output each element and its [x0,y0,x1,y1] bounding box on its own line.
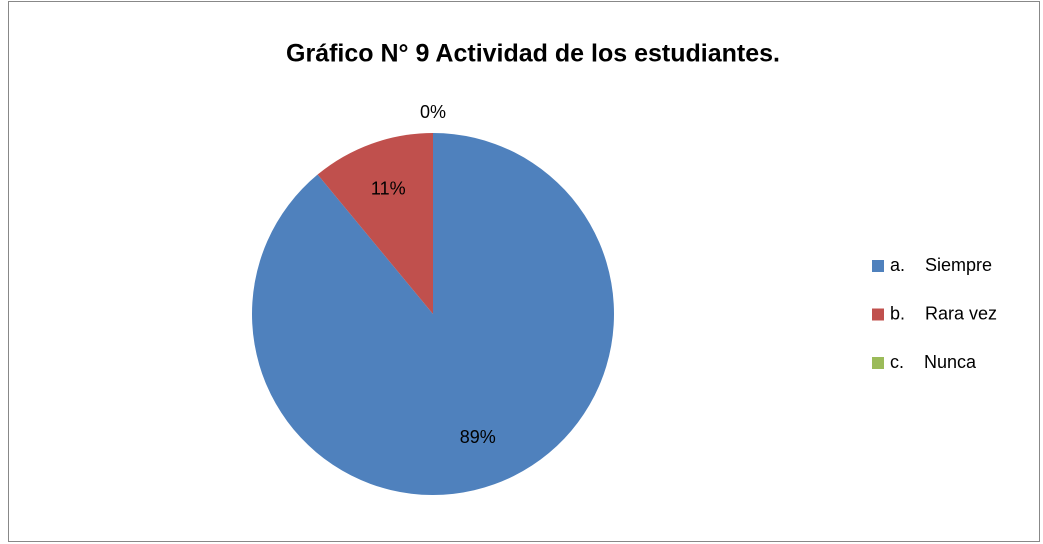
legend-swatch [872,260,884,272]
legend-label: c. Nunca [890,352,977,372]
chart-title: Gráfico N° 9 Actividad de los estudiante… [286,40,780,68]
legend-swatch [872,357,884,369]
pie-slice [317,133,433,314]
data-label: 11% [371,178,406,198]
data-label: 0% [420,102,446,122]
legend-swatch [872,308,884,321]
legend-label: b. Rara vez [890,303,997,323]
data-label: 89% [460,427,496,447]
legend-label: a. Siempre [890,255,992,275]
